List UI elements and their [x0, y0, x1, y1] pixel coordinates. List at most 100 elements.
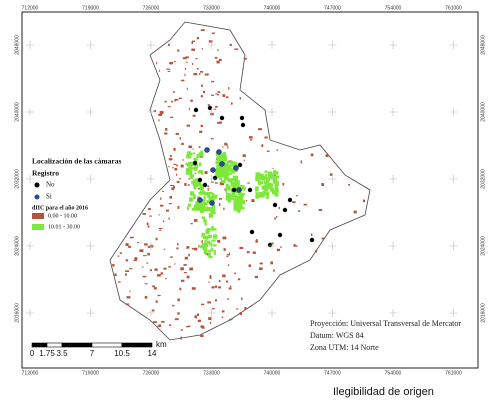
low-patch — [141, 266, 144, 268]
low-patch — [151, 309, 155, 312]
low-patch — [149, 215, 153, 217]
low-patch — [117, 255, 120, 257]
high-patch — [221, 179, 226, 184]
low-patch — [224, 143, 227, 145]
low-patch — [199, 130, 203, 133]
camera-no — [202, 182, 208, 188]
scale-label: 14 — [148, 349, 157, 358]
low-patch — [192, 148, 194, 150]
high-patch — [209, 191, 213, 195]
camera-points — [192, 105, 315, 248]
low-patch — [168, 43, 170, 47]
low-patch — [318, 209, 323, 212]
grid-cross — [26, 108, 34, 116]
high-patch — [185, 162, 188, 166]
high-patch — [255, 192, 259, 195]
low-patch — [252, 251, 256, 254]
low-patch — [180, 79, 185, 82]
low-patch — [173, 163, 176, 165]
low-patch — [173, 147, 176, 151]
legend-high-swatch — [32, 224, 44, 230]
low-patch — [155, 300, 158, 303]
low-patch — [173, 185, 175, 189]
high-patch — [189, 174, 193, 179]
low-patch — [201, 303, 205, 306]
grid-cross — [26, 309, 34, 317]
low-patch — [248, 264, 252, 267]
high-patch — [255, 172, 260, 178]
low-patch — [211, 286, 215, 289]
high-patch — [223, 168, 228, 174]
low-patch — [174, 318, 179, 321]
grid-cross — [268, 108, 276, 116]
high-patch — [185, 170, 190, 175]
x-label-bottom: 726000 — [143, 370, 160, 376]
high-patch — [201, 208, 205, 213]
low-patch — [217, 121, 221, 124]
low-patch — [228, 252, 231, 256]
y-label-right: 2032000 — [480, 169, 486, 189]
grid-cross — [328, 41, 337, 49]
low-patch — [172, 91, 175, 93]
x-label-top: 754000 — [385, 5, 402, 11]
low-patch — [139, 249, 144, 253]
legend-high: 10.01 - 30.00 — [48, 224, 80, 230]
camera-no — [219, 115, 225, 121]
low-patch — [218, 286, 222, 289]
high-patch — [239, 201, 242, 207]
high-patch — [268, 176, 272, 180]
low-patch — [170, 256, 173, 258]
grid-cross — [207, 175, 216, 183]
high-patch — [226, 160, 229, 163]
high-patch — [233, 199, 238, 204]
grid-cross — [207, 108, 216, 116]
low-patch — [147, 225, 150, 228]
low-patch — [261, 144, 264, 148]
low-patch — [159, 229, 162, 231]
low-patch — [153, 110, 156, 112]
low-patch — [190, 223, 193, 225]
grid-cross — [449, 175, 458, 183]
low-patch — [362, 199, 366, 203]
low-patch — [353, 210, 357, 214]
grid-cross — [389, 108, 397, 116]
low-patch — [193, 247, 198, 251]
low-patch — [191, 287, 196, 290]
high-patch — [223, 173, 229, 177]
high-patch — [225, 195, 230, 201]
low-patch — [242, 68, 244, 70]
grid-cross — [86, 309, 95, 317]
high-patch — [226, 188, 231, 191]
low-patch — [273, 174, 276, 177]
high-patch — [258, 194, 263, 198]
high-patch — [221, 173, 226, 178]
low-patch — [187, 184, 190, 186]
low-patch — [159, 204, 164, 207]
low-patch — [227, 253, 230, 256]
low-patch — [193, 219, 198, 222]
low-patch — [188, 145, 193, 148]
grid-cross — [389, 309, 397, 317]
low-patch — [229, 43, 232, 47]
high-patch — [210, 247, 214, 252]
low-patch — [207, 187, 209, 191]
low-patch — [201, 84, 204, 87]
low-patch — [214, 299, 217, 302]
low-patch — [219, 198, 223, 200]
low-patch — [218, 203, 221, 206]
low-patch — [129, 290, 131, 293]
high-patch — [201, 216, 206, 220]
low-patch — [167, 70, 171, 72]
high-patch — [230, 184, 235, 187]
high-patch — [192, 208, 196, 211]
high-patch — [186, 154, 191, 159]
low-patch — [143, 255, 147, 257]
high-patch — [219, 155, 225, 159]
low-patch — [178, 97, 182, 100]
low-patch — [204, 73, 209, 76]
low-patch — [168, 266, 171, 268]
low-patch — [225, 96, 229, 99]
high-patch — [212, 234, 218, 239]
